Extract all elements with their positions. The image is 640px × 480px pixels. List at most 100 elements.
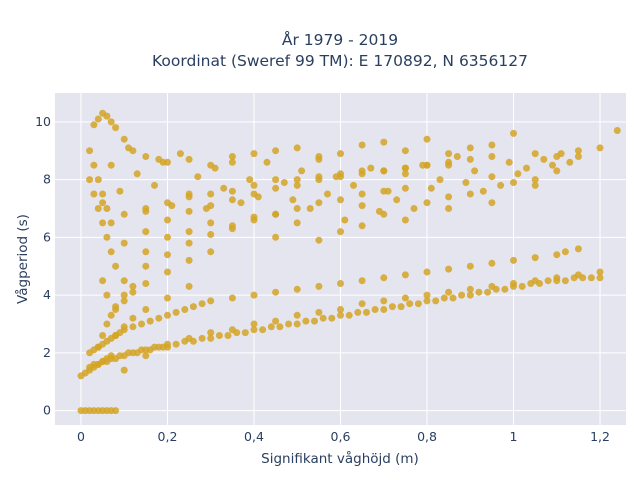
data-point	[94, 205, 102, 212]
y-tick-labels: 0 2 4 6 8 10	[35, 114, 51, 418]
data-point	[207, 329, 215, 337]
data-point	[445, 150, 453, 158]
data-point	[358, 141, 366, 149]
data-point	[185, 239, 193, 247]
data-point	[146, 317, 154, 325]
data-point	[293, 205, 301, 212]
data-point	[315, 308, 323, 316]
data-point	[596, 268, 604, 276]
data-point	[272, 210, 280, 218]
y-tick-label: 4	[43, 287, 51, 302]
data-point	[293, 320, 301, 328]
data-point	[505, 158, 513, 166]
chart-title: År 1979 - 2019	[282, 30, 398, 49]
data-point	[90, 121, 98, 129]
data-point	[164, 294, 171, 302]
data-point	[224, 332, 232, 339]
data-point	[306, 205, 314, 212]
data-point	[189, 337, 197, 345]
data-point	[142, 207, 150, 215]
data-point	[311, 317, 318, 325]
data-point	[176, 150, 184, 158]
data-point	[164, 311, 171, 319]
data-point	[120, 277, 128, 285]
data-point	[406, 300, 414, 308]
data-point	[293, 144, 301, 152]
data-point	[189, 303, 197, 311]
data-point	[112, 407, 120, 415]
data-point	[380, 138, 388, 146]
data-point	[358, 222, 366, 230]
data-point	[423, 199, 431, 207]
data-point	[112, 124, 120, 132]
data-point	[432, 297, 440, 305]
data-point	[423, 135, 431, 143]
data-point	[414, 300, 422, 308]
data-point	[207, 334, 215, 342]
data-point	[198, 300, 206, 308]
data-point	[531, 150, 539, 158]
data-point	[466, 262, 474, 270]
data-point	[484, 288, 492, 296]
data-point	[99, 277, 107, 285]
data-point	[164, 340, 171, 348]
data-point	[120, 239, 128, 247]
data-point	[466, 144, 474, 152]
data-point	[561, 277, 569, 285]
data-point	[540, 155, 548, 163]
data-point	[142, 280, 150, 287]
data-point	[388, 303, 396, 311]
data-point	[142, 248, 150, 256]
data-point	[276, 323, 284, 331]
data-point	[401, 271, 409, 279]
data-point	[319, 314, 327, 322]
data-point	[125, 144, 132, 152]
data-point	[120, 323, 128, 331]
data-point	[254, 193, 262, 201]
data-point	[315, 176, 323, 184]
data-point	[220, 184, 228, 192]
data-point	[112, 332, 120, 339]
data-point	[488, 259, 496, 267]
data-point	[298, 167, 306, 175]
data-point	[544, 277, 552, 285]
data-point	[164, 216, 171, 224]
data-point	[358, 202, 366, 210]
data-point	[453, 153, 461, 160]
data-point	[250, 150, 258, 158]
data-point	[596, 144, 604, 152]
data-point	[155, 314, 163, 322]
data-point	[159, 158, 167, 166]
y-axis-title: Vågperiod (s)	[14, 214, 31, 304]
data-point	[207, 231, 215, 238]
data-point	[358, 170, 366, 178]
data-point	[566, 158, 574, 166]
data-point	[142, 262, 150, 270]
data-point	[120, 291, 128, 299]
data-point	[228, 294, 236, 302]
data-point	[536, 280, 543, 287]
y-tick-label: 10	[35, 114, 51, 129]
data-point	[129, 288, 137, 296]
data-point	[103, 233, 111, 241]
data-point	[449, 294, 457, 302]
data-point	[354, 308, 362, 316]
data-point	[574, 153, 582, 160]
data-point	[133, 170, 141, 178]
data-point	[557, 150, 565, 158]
data-point	[86, 147, 94, 155]
data-point	[198, 334, 206, 342]
data-point	[553, 277, 561, 285]
data-point	[466, 285, 474, 293]
data-point	[510, 256, 517, 264]
y-tick-label: 8	[43, 172, 51, 187]
data-point	[259, 326, 267, 334]
data-point	[401, 294, 409, 302]
data-point	[561, 248, 569, 256]
data-point	[587, 274, 595, 282]
x-tick-label: 1,2	[590, 429, 610, 444]
data-point	[423, 291, 431, 299]
data-point	[596, 274, 604, 282]
data-point	[207, 190, 215, 198]
chart-subtitle: Koordinat (Sweref 99 TM): E 170892, N 63…	[152, 52, 528, 70]
